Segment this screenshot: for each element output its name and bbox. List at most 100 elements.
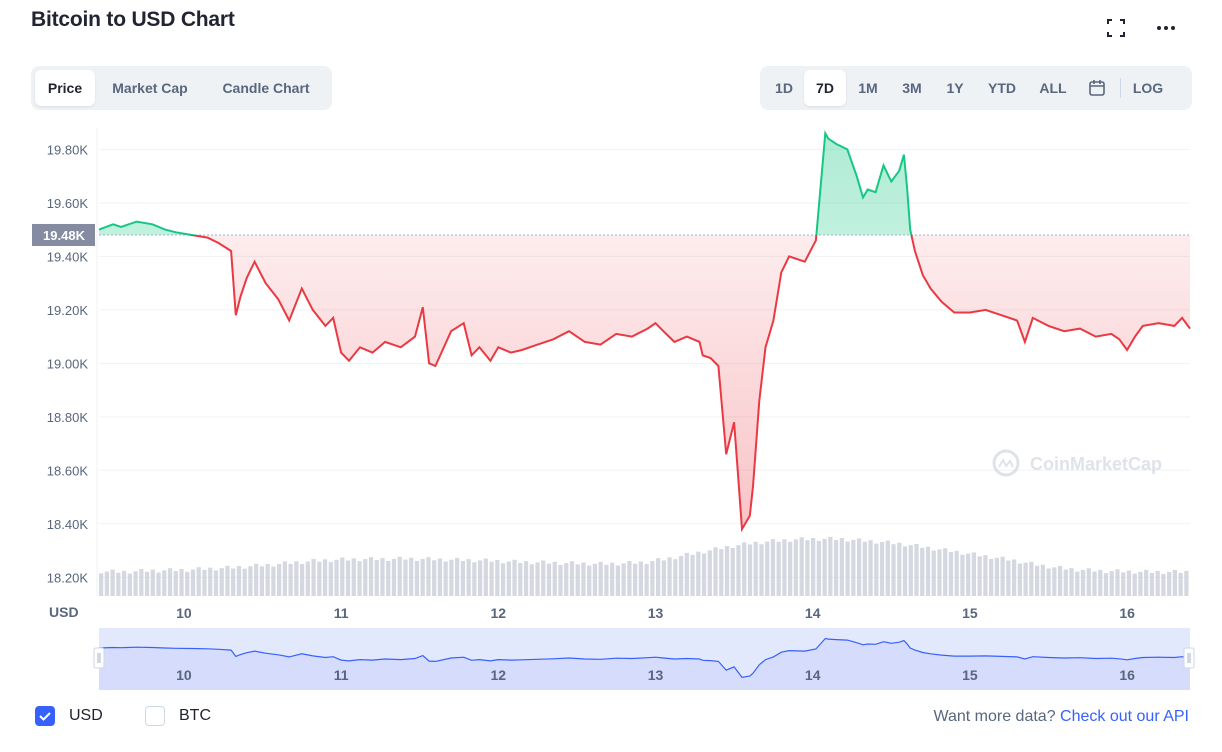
range-ytd[interactable]: YTD [988,80,1016,96]
tab-market-cap[interactable]: Market Cap [112,80,188,96]
volume-bar [466,559,471,596]
currency-btc-option[interactable]: BTC [145,706,211,726]
volume-bar [345,560,351,596]
fullscreen-icon[interactable] [1102,14,1130,42]
volume-bar [1092,571,1097,596]
volume-bar [529,564,534,596]
volume-bar [397,556,402,596]
volume-bar [747,544,753,596]
navigator-tick-label: 11 [334,667,349,683]
volume-bar [1040,564,1045,596]
volume-bar [678,556,684,596]
volume-bar [805,540,810,596]
volume-bar [121,570,127,596]
volume-bars [99,536,1189,596]
volume-bar [277,564,282,596]
volume-bar [673,559,678,596]
btc-label: BTC [179,707,211,724]
api-prefix: Want more data? [933,708,1061,725]
volume-bar [891,544,896,596]
range-1d[interactable]: 1D [775,80,793,96]
volume-bar [966,553,971,596]
volume-bar [1172,569,1178,596]
volume-bar [173,571,178,596]
volume-bar [989,559,994,596]
volume-bar [110,569,115,596]
api-link[interactable]: Check out our API [1060,708,1189,725]
volume-bar [885,540,890,596]
volume-bar [1052,567,1057,596]
volume-bar [150,569,155,596]
volume-bar [512,559,517,596]
volume-bar [391,558,397,596]
volume-bar [569,561,575,596]
volume-bar [856,538,862,596]
volume-bar [1006,560,1011,596]
volume-bar [322,559,328,596]
volume-bar [167,568,173,596]
volume-bar [248,566,253,596]
volume-bar [839,538,844,596]
y-tick-label: 18.60K [47,463,89,478]
volume-bar [971,552,977,596]
volume-bar [1115,569,1120,596]
volume-bar [242,568,247,596]
tab-price[interactable]: Price [35,70,95,106]
btc-checkbox[interactable] [145,706,165,726]
volume-bar [156,572,161,596]
volume-bar [363,559,368,596]
volume-bar [1029,561,1034,596]
coinmarketcap-logo-icon [992,449,1020,477]
volume-bar [799,537,804,596]
volume-bar [1161,573,1166,596]
usd-checkbox[interactable] [35,706,55,726]
volume-bar [1086,568,1091,596]
range-7d[interactable]: 7D [804,70,846,106]
calendar-icon[interactable] [1078,70,1116,106]
volume-bar [288,563,293,596]
volume-bar [753,541,758,596]
range-navigator[interactable]: 10 11 12 13 14 15 16 [93,628,1195,690]
range-3m[interactable]: 3M [902,80,922,96]
navigator-handle-right[interactable] [1183,647,1195,669]
x-tick-label: 11 [334,605,349,621]
volume-bar [1144,569,1149,596]
volume-bar [765,541,770,596]
range-all[interactable]: ALL [1039,80,1067,96]
x-tick-label: 12 [491,605,507,621]
currency-usd-option[interactable]: USD [35,706,103,726]
volume-bar [1103,572,1109,596]
volume-bar [340,557,345,596]
price-chart[interactable]: 19.80K 19.60K 19.40K 19.20K 19.00K 18.80K 18.6… [0,0,1222,700]
volume-bar [449,559,454,596]
volume-bar [1034,565,1040,596]
volume-bar [868,540,873,596]
volume-bar [483,558,488,596]
range-1y[interactable]: 1Y [946,80,964,96]
more-dots-icon[interactable] [1152,14,1180,42]
volume-bar [196,567,201,596]
volume-bar [948,552,954,596]
volume-bar [455,557,460,596]
price-line-down [185,234,1191,533]
volume-bar [1149,572,1155,596]
volume-bar [1057,566,1063,596]
volume-bar [213,570,219,596]
volume-bar [793,539,799,596]
volume-bar [271,566,276,596]
volume-bar [977,556,982,596]
volume-bar [305,561,310,596]
tab-candle-chart[interactable]: Candle Chart [222,80,310,96]
volume-bar [811,537,816,596]
volume-bar [116,572,121,596]
range-1m[interactable]: 1M [858,80,878,96]
volume-bar [1046,568,1051,596]
volume-bar [713,547,718,596]
navigator-tick-label: 13 [648,667,664,683]
volume-bar [902,546,908,596]
volume-bar [552,561,557,596]
volume-bar [489,561,494,596]
volume-bar [1178,572,1183,596]
log-toggle[interactable]: LOG [1132,80,1164,96]
navigator-handle-left[interactable] [93,647,105,669]
